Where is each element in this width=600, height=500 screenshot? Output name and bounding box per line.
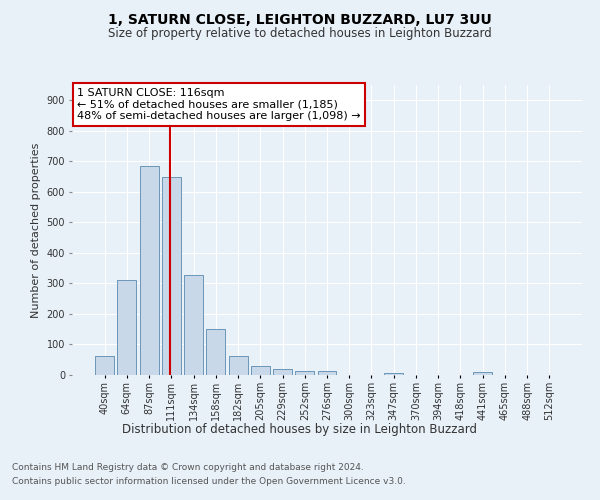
Bar (162, 177, 181, 375)
Bar (251, 366, 270, 375)
Bar (229, 356, 248, 375)
Bar (95, 356, 114, 375)
Text: 1, SATURN CLOSE, LEIGHTON BUZZARD, LU7 3UU: 1, SATURN CLOSE, LEIGHTON BUZZARD, LU7 3… (108, 12, 492, 26)
Bar (295, 372, 314, 375)
Bar (273, 369, 292, 375)
Bar (118, 280, 136, 375)
Bar (317, 372, 337, 375)
Text: Size of property relative to detached houses in Leighton Buzzard: Size of property relative to detached ho… (108, 28, 492, 40)
Text: Distribution of detached houses by size in Leighton Buzzard: Distribution of detached houses by size … (122, 422, 478, 436)
Bar (473, 372, 492, 375)
Text: Contains HM Land Registry data © Crown copyright and database right 2024.: Contains HM Land Registry data © Crown c… (12, 462, 364, 471)
Bar (206, 329, 225, 375)
Bar (140, 166, 158, 375)
Y-axis label: Number of detached properties: Number of detached properties (31, 142, 41, 318)
Text: Contains public sector information licensed under the Open Government Licence v3: Contains public sector information licen… (12, 478, 406, 486)
Text: 1 SATURN CLOSE: 116sqm
← 51% of detached houses are smaller (1,185)
48% of semi-: 1 SATURN CLOSE: 116sqm ← 51% of detached… (77, 88, 361, 121)
Bar (384, 372, 403, 375)
Bar (184, 275, 203, 375)
